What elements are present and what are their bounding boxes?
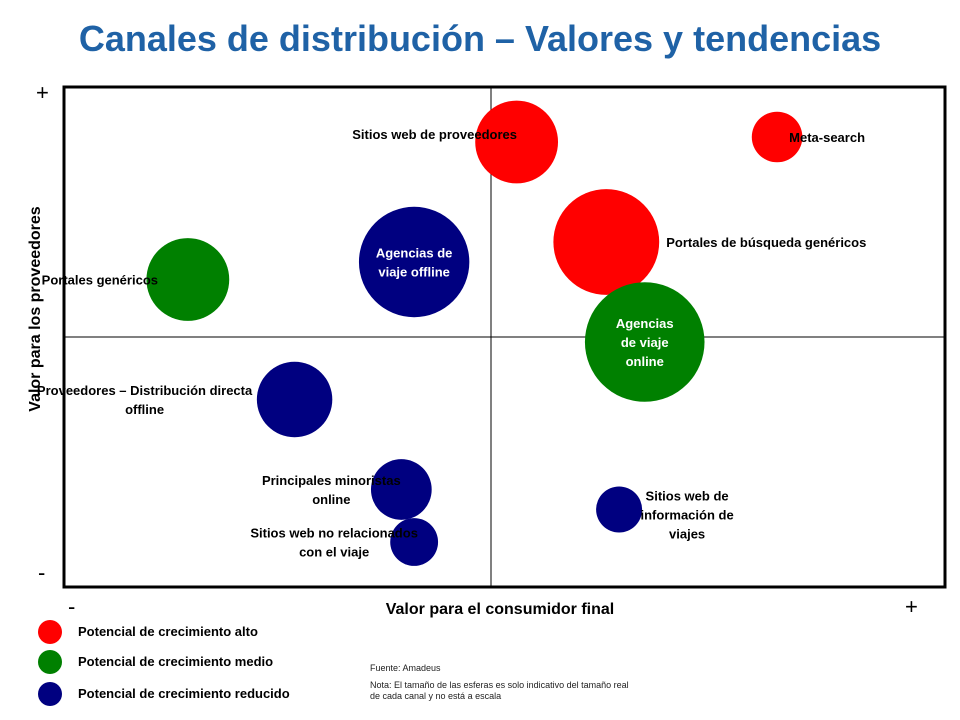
bubble-label-2: Meta-search — [789, 130, 865, 145]
legend-marker-low — [38, 682, 62, 706]
y-axis-label: Valor para los proveedores — [27, 206, 44, 412]
bubble-label-7: Proveedores – Distribución directa offlin… — [37, 383, 253, 417]
bubble-6 — [584, 282, 705, 402]
bubble-1 — [475, 100, 559, 184]
x-axis-left-sign: - — [68, 594, 76, 619]
bubble-9 — [390, 518, 439, 566]
source-note: Fuente: Amadeus — [370, 663, 441, 673]
y-axis-bottom-sign: - — [38, 560, 46, 585]
scale-note: Nota: El tamaño de las esferas es solo i… — [370, 680, 629, 701]
bubble-label-4: Agencias de viaje offline — [376, 246, 453, 280]
bubble-3 — [553, 189, 660, 295]
legend-label-high: Potencial de crecimiento alto — [78, 624, 258, 639]
y-axis-top-sign: + — [36, 80, 49, 105]
x-axis-right-sign: + — [905, 594, 918, 619]
bubble-label-6: Agencias de viaje online — [616, 316, 674, 369]
bubble-10 — [596, 486, 643, 533]
bubble-5 — [146, 238, 230, 321]
x-axis-label: Valor para el consumidor final — [385, 601, 615, 618]
legend-marker-medium — [38, 650, 62, 674]
bubble-label-5: Portales genéricos — [42, 273, 158, 288]
bubble-8 — [370, 459, 432, 520]
bubble-7 — [256, 361, 333, 438]
legend-marker-high — [38, 620, 62, 644]
bubble-label-8: Principales minoristas online — [262, 473, 401, 507]
legend-label-low: Potencial de crecimiento reducido — [78, 686, 290, 701]
bubble-label-10: Sitios web de información de viajes — [641, 489, 734, 542]
bubble-4 — [358, 206, 470, 318]
chart-title: Canales de distribución – Valores y tend… — [78, 18, 882, 59]
bubble-label-9: Sitios web no relacionados con el viaje — [250, 526, 418, 560]
bubble-label-1: Sitios web de proveedores — [352, 127, 517, 142]
bubble-label-3: Portales de búsqueda genéricos — [666, 235, 866, 250]
legend-label-medium: Potencial de crecimiento medio — [78, 654, 274, 669]
bubble-2 — [751, 111, 803, 163]
